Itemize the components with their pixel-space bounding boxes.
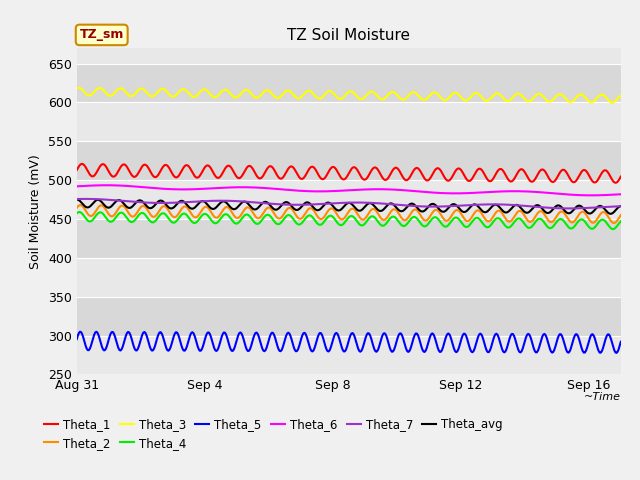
Bar <box>77 219 621 258</box>
Bar <box>77 180 621 219</box>
Title: TZ Soil Moisture: TZ Soil Moisture <box>287 28 410 43</box>
Legend: Theta_1, Theta_2, Theta_3, Theta_4, Theta_5, Theta_6, Theta_7, Theta_avg: Theta_1, Theta_2, Theta_3, Theta_4, Thet… <box>39 413 508 454</box>
Text: ~Time: ~Time <box>584 392 621 402</box>
Bar <box>77 102 621 141</box>
Y-axis label: Soil Moisture (mV): Soil Moisture (mV) <box>29 154 42 269</box>
Bar <box>77 141 621 180</box>
Bar <box>77 258 621 297</box>
Bar <box>77 63 621 102</box>
Bar <box>77 336 621 374</box>
Bar <box>77 297 621 336</box>
Text: TZ_sm: TZ_sm <box>79 28 124 41</box>
